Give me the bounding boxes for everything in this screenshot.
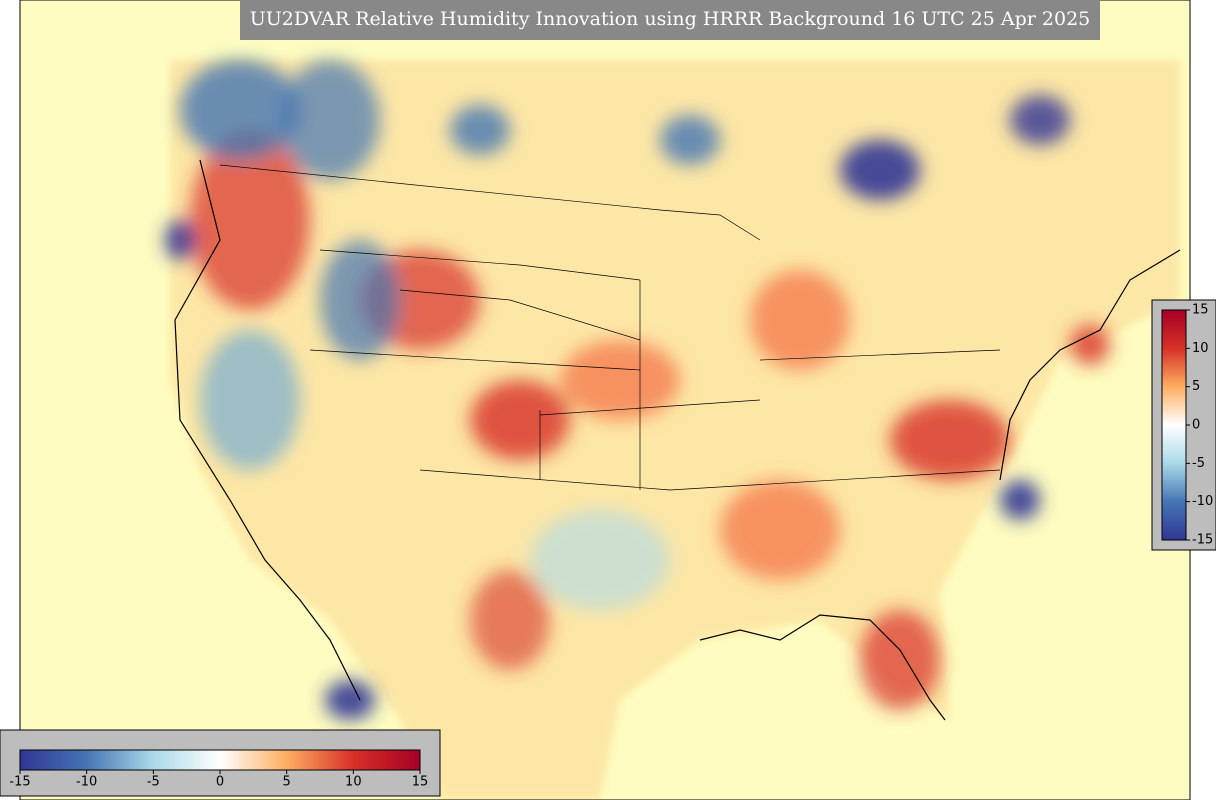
colorbar-tick-label: 15 — [412, 775, 429, 790]
colorbar-tick-label: 5 — [283, 775, 291, 790]
colorbar-tick-label: -10 — [76, 775, 97, 790]
colorbar-bottom — [19, 749, 421, 771]
colorbar-tick-label: -5 — [147, 775, 160, 790]
colorbar-tick-label: -15 — [1192, 533, 1213, 548]
colorbar-tick-label: -5 — [1192, 456, 1205, 471]
innovation-blobs — [165, 60, 1110, 720]
colorbar-tick-label: 0 — [1192, 418, 1200, 433]
colorbar-tick-label: 0 — [216, 775, 224, 790]
colorbar-tick-label: 10 — [1192, 341, 1209, 356]
map-title: UU2DVAR Relative Humidity Innovation usi… — [250, 8, 1091, 30]
colorbar-tick-label: 5 — [1192, 379, 1200, 394]
colorbar-tick-label: 10 — [345, 775, 362, 790]
colorbar-tick-label: -10 — [1192, 494, 1213, 509]
title-box — [240, 0, 1100, 40]
coastline — [174, 159, 1181, 721]
colorbar-tick-label: 15 — [1192, 303, 1209, 318]
land-field — [170, 60, 1180, 800]
borders — [219, 164, 1001, 491]
colorbar-tick-label: -15 — [9, 775, 30, 790]
map-field — [20, 0, 1190, 800]
colorbar-right — [1161, 309, 1187, 541]
